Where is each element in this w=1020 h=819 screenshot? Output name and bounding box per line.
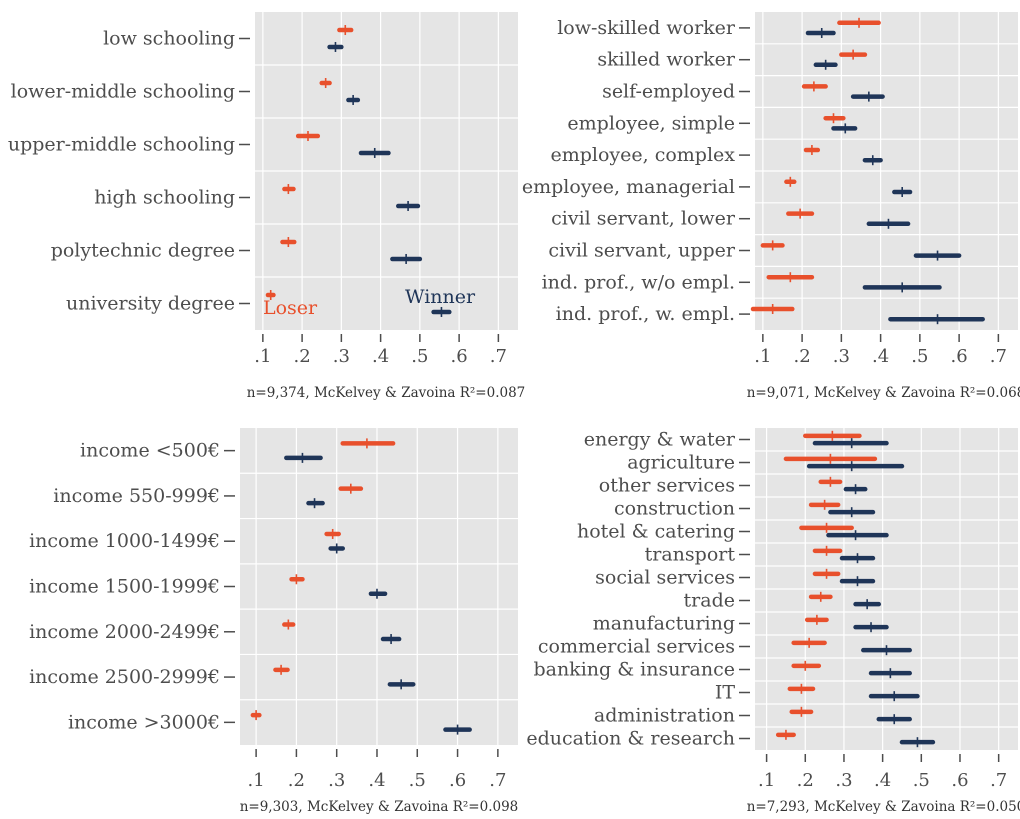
model-note: n=9,303, McKelvey & Zavoina R²=0.098 (240, 799, 519, 815)
category-label: energy & water (584, 429, 736, 451)
category-label: high schooling (94, 187, 235, 209)
x-tick-label: .4 (368, 770, 385, 791)
category-label: self-employed (602, 81, 735, 103)
chart-panel-2: low-skilled worker skilled worker self-emp… (522, 12, 1020, 401)
model-note: n=9,374, McKelvey & Zavoina R²=0.087 (247, 385, 526, 401)
x-tick-label: .5 (913, 770, 930, 791)
x-tick-label: .1 (254, 346, 271, 367)
category-label: income >3000€ (68, 711, 220, 733)
category-label: trade (684, 590, 735, 612)
x-tick-label: .6 (451, 346, 468, 367)
category-label: ind. prof., w/o empl. (542, 271, 735, 293)
chart-panel-3: income <500€ income 550-999€ income 1000-1… (29, 428, 518, 815)
x-tick-label: .4 (372, 346, 389, 367)
category-label: agriculture (627, 452, 735, 474)
x-tick-label: .4 (874, 770, 891, 791)
x-tick-label: .1 (758, 770, 775, 791)
model-note: n=9,071, McKelvey & Zavoina R²=0.068 (747, 385, 1020, 401)
category-label: lower-middle schooling (11, 81, 235, 103)
x-tick-label: .2 (797, 770, 814, 791)
category-label: polytechnic degree (51, 240, 235, 262)
category-label: employee, complex (550, 144, 735, 166)
model-note: n=7,293, McKelvey & Zavoina R²=0.050 (747, 799, 1020, 815)
x-tick-label: .3 (333, 346, 350, 367)
category-label: hotel & catering (577, 521, 735, 543)
category-label: income 2000-2499€ (29, 621, 220, 643)
category-label: university degree (66, 293, 235, 315)
category-label: income 1000-1499€ (29, 530, 220, 552)
category-label: commercial services (538, 636, 735, 658)
category-label: income 2500-2999€ (29, 666, 220, 688)
category-label: construction (614, 498, 735, 520)
category-label: social services (595, 567, 735, 589)
chart-panel-1: low schooling lower-middle schooling upper… (8, 12, 525, 401)
x-tick-label: .7 (489, 770, 506, 791)
category-label: education & research (526, 728, 735, 750)
x-tick-label: .3 (835, 770, 852, 791)
x-tick-label: .6 (449, 770, 466, 791)
category-label: income <500€ (80, 440, 220, 462)
x-tick-label: .7 (490, 346, 507, 367)
category-label: IT (715, 682, 736, 704)
category-label: income 550-999€ (53, 485, 220, 507)
x-tick-label: .2 (288, 770, 305, 791)
category-label: administration (594, 705, 735, 727)
category-label: other services (599, 475, 735, 497)
x-tick-label: .6 (951, 770, 968, 791)
x-tick-label: .7 (990, 770, 1007, 791)
x-tick-label: .3 (833, 346, 850, 367)
x-tick-label: .1 (248, 770, 265, 791)
category-label: low-skilled worker (557, 17, 736, 39)
category-label: banking & insurance (533, 659, 735, 681)
category-label: employee, managerial (522, 176, 735, 198)
x-tick-label: .2 (794, 346, 811, 367)
legend-label-winner: Winner (405, 286, 476, 308)
x-tick-label: .1 (754, 346, 771, 367)
x-tick-label: .4 (872, 346, 889, 367)
category-label: manufacturing (593, 613, 735, 635)
category-label: income 1500-1999€ (29, 576, 220, 598)
category-label: civil servant, lower (551, 208, 736, 230)
plot-background (240, 428, 518, 745)
legend-label-loser: Loser (263, 297, 318, 319)
category-label: ind. prof., w. empl. (556, 303, 735, 325)
category-label: upper-middle schooling (8, 134, 235, 156)
x-tick-label: .5 (409, 770, 426, 791)
x-tick-label: .5 (411, 346, 428, 367)
category-label: employee, simple (567, 112, 735, 134)
category-label: low schooling (103, 28, 235, 50)
category-label: transport (645, 544, 736, 566)
x-tick-label: .7 (990, 346, 1007, 367)
x-tick-label: .2 (294, 346, 311, 367)
x-tick-label: .3 (328, 770, 345, 791)
category-label: skilled worker (597, 49, 735, 71)
x-tick-label: .5 (911, 346, 928, 367)
x-tick-label: .6 (951, 346, 968, 367)
category-label: civil servant, upper (548, 240, 736, 262)
